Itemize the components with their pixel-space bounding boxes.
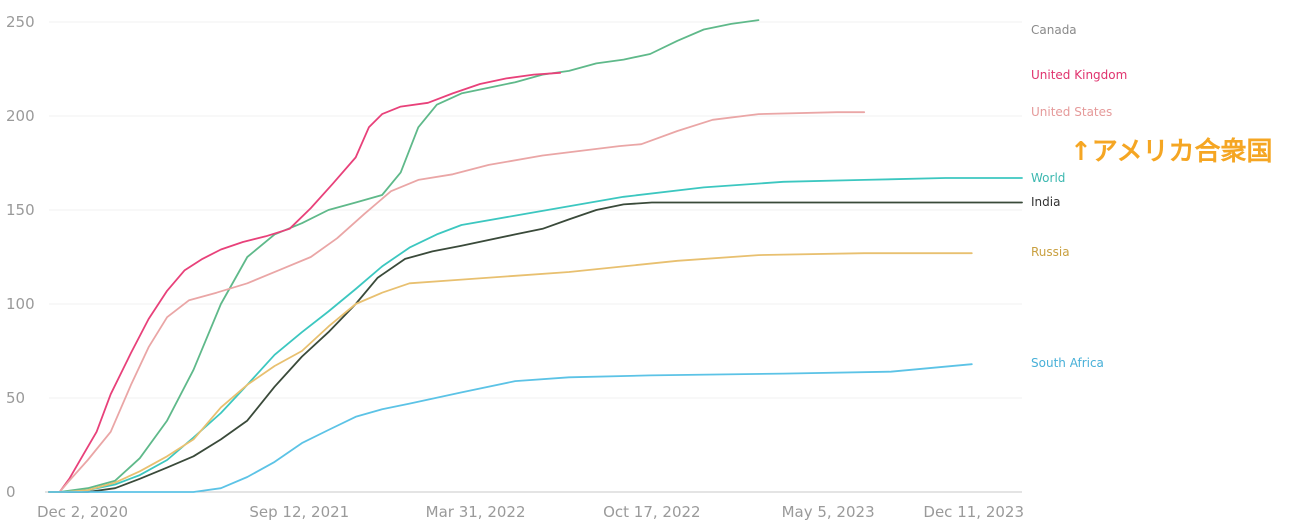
series-label-south-africa: South Africa — [1031, 356, 1104, 370]
y-tick-label: 50 — [6, 389, 25, 407]
series-line-world — [48, 177, 1023, 493]
series-label-world: World — [1031, 171, 1065, 185]
label-layer: ↑アメリカ合衆国 Canada United Kingdom United Stat… — [1031, 23, 1273, 370]
series-line-united-states — [48, 111, 866, 493]
y-tick-label: 200 — [6, 107, 35, 125]
x-tick-label: Mar 31, 2022 — [426, 503, 526, 521]
series-line-russia — [48, 252, 973, 493]
y-tick-label: 150 — [6, 201, 35, 219]
x-tick-label: Sep 12, 2021 — [249, 503, 349, 521]
x-tick-label: May 5, 2023 — [782, 503, 875, 521]
series-label-india: India — [1031, 195, 1060, 209]
y-tick-label: 100 — [6, 295, 35, 313]
x-tick-label: Dec 11, 2023 — [923, 503, 1024, 521]
axis-layer: 0 50 100 150 200 250 Dec 2, 2020 Sep 12, 2021 Ma… — [6, 13, 1024, 521]
series-label-russia: Russia — [1031, 245, 1070, 259]
x-tick-label: Oct 17, 2022 — [603, 503, 701, 521]
series-line-south-africa — [48, 363, 973, 493]
x-tick-label: Dec 2, 2020 — [37, 503, 128, 521]
series-layer — [48, 19, 1023, 493]
series-line-india — [48, 201, 1023, 493]
grid-layer — [45, 21, 1022, 493]
y-tick-label: 0 — [6, 483, 16, 501]
series-line-canada — [48, 19, 760, 493]
series-label-canada: Canada — [1031, 23, 1077, 37]
chart-annotation: ↑アメリカ合衆国 — [1070, 136, 1273, 167]
series-line-united-kingdom — [48, 71, 562, 493]
series-label-united-kingdom: United Kingdom — [1031, 68, 1127, 82]
y-tick-label: 250 — [6, 13, 35, 31]
series-label-united-states: United States — [1031, 105, 1112, 119]
